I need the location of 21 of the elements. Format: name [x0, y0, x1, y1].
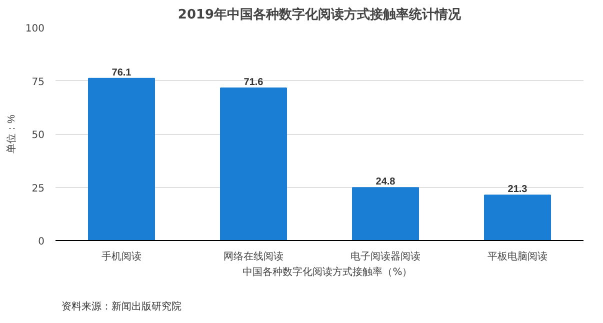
bar	[352, 187, 419, 240]
data-label: 24.8	[376, 176, 396, 188]
y-tick-label: 100	[25, 24, 45, 34]
y-tick-label: 0	[38, 236, 45, 248]
bar	[88, 78, 155, 240]
x-tick-label: 手机阅读	[102, 250, 142, 262]
x-tick-label: 平板电脑阅读	[488, 250, 548, 262]
data-label: 71.6	[244, 76, 264, 88]
chart-title: 2019年中国各种数字化阅读方式接触率统计情况	[178, 6, 462, 22]
data-label: 21.3	[508, 184, 528, 196]
y-tick-label: 50	[32, 130, 45, 141]
text: 资料来源：新闻出版研究院	[62, 300, 182, 312]
y-tick-label: 75	[32, 76, 45, 88]
data-label: 76.1	[112, 67, 132, 78]
text: 中国各种数字化阅读方式接触率（%）	[242, 266, 412, 279]
y-axis-title: 单位：%	[5, 114, 18, 154]
x-tick-label: 网络在线阅读	[224, 250, 284, 262]
bar	[220, 87, 287, 240]
x-tick-label: 电子阅读器阅读	[350, 250, 420, 262]
y-tick-label: 25	[32, 183, 45, 194]
bar	[484, 194, 551, 240]
